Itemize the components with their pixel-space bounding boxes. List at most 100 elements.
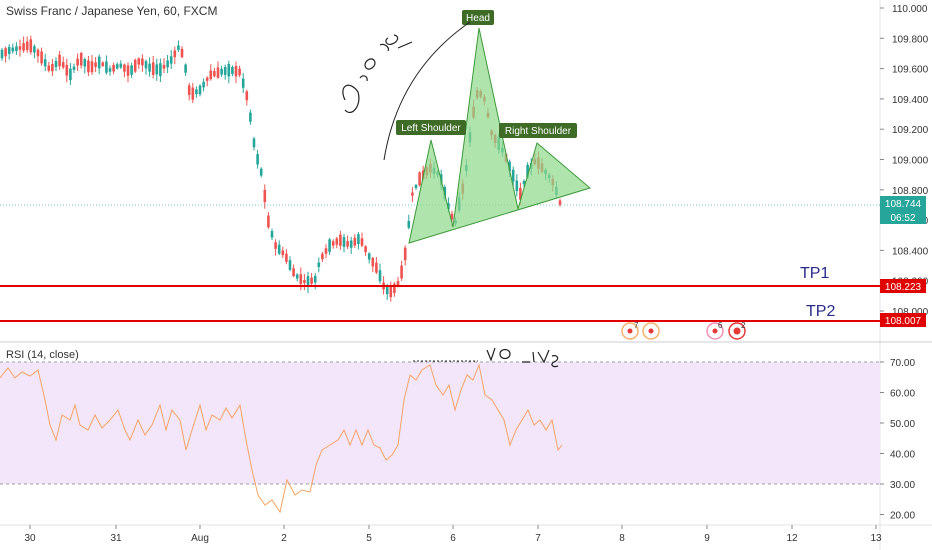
candle-body: [364, 246, 367, 253]
candle-body: [133, 59, 137, 72]
time-tick-label: Aug: [191, 533, 209, 544]
event-badge[interactable]: [642, 322, 660, 340]
time-tick-label: 5: [366, 533, 372, 544]
candle-body: [241, 78, 245, 88]
candle-body: [515, 180, 519, 192]
svg-text:108.007: 108.007: [885, 316, 922, 327]
candle-body: [209, 70, 213, 80]
svg-text:108.223: 108.223: [885, 282, 922, 293]
rsi-tick-label: 30.00: [890, 480, 915, 491]
candle-body: [29, 39, 33, 53]
candle-body: [223, 66, 227, 75]
candle-body: [18, 46, 22, 50]
rsi-axis[interactable]: 70.00 60.00 50.00 40.00 30.00 20.00: [880, 358, 915, 522]
price-tick-label: 108.000: [892, 307, 929, 318]
candle-body: [61, 62, 65, 68]
event-badge-6[interactable]: 6: [706, 321, 724, 340]
time-axis[interactable]: 30 31 Aug 2 5 6 7 8 9 12 13: [24, 525, 882, 544]
candle-body: [94, 62, 97, 67]
candle-body: [360, 238, 364, 246]
rsi-tick-label: 40.00: [890, 450, 915, 461]
rsi-tick-label: 70.00: [890, 358, 915, 369]
handwritten-scribble: [342, 34, 413, 113]
candle-body: [558, 200, 562, 205]
candle-body: [310, 277, 313, 284]
candle-body: [231, 66, 234, 75]
time-tick-label: 30: [24, 533, 36, 544]
svg-text:2: 2: [741, 321, 746, 330]
candle-body: [54, 60, 58, 68]
candle-body: [159, 63, 162, 77]
candle-body: [4, 48, 7, 57]
candle-body: [367, 253, 371, 260]
candle-body: [259, 168, 263, 176]
candle-body: [180, 48, 184, 58]
time-tick-label: 7: [535, 533, 541, 544]
candle-body: [202, 81, 205, 88]
candle-body: [115, 64, 119, 69]
candle-body: [396, 281, 400, 285]
tp2-price-tag: 108.007: [880, 313, 926, 327]
candle-body: [227, 64, 231, 77]
event-badge-2[interactable]: 2: [728, 321, 746, 340]
candle-body: [306, 276, 310, 287]
candle-body: [270, 231, 274, 238]
candle-body: [187, 85, 191, 95]
candle-body: [40, 51, 43, 64]
time-tick-label: 13: [870, 533, 882, 544]
candle-body: [155, 64, 159, 75]
svg-text:06:52: 06:52: [890, 213, 915, 224]
candle-body: [389, 286, 393, 298]
svg-text:Head: Head: [466, 13, 490, 24]
time-tick-label: 12: [786, 533, 798, 544]
candle-body: [47, 65, 51, 71]
candle-body: [25, 41, 29, 51]
candle-body: [375, 262, 378, 273]
candle-body: [511, 169, 515, 182]
candle-body: [411, 192, 414, 196]
candle-body: [144, 61, 148, 69]
candle-body: [105, 61, 108, 73]
candle-body: [447, 203, 450, 210]
candle-body: [277, 244, 281, 254]
candle-body: [331, 241, 335, 246]
chart-title: Swiss Franc / Japanese Yen, 60, FXCM: [6, 4, 217, 18]
candle-body: [285, 253, 288, 262]
candle-body: [508, 161, 511, 172]
price-axis[interactable]: 110.000 109.800 109.600 109.400 109.200 109.0…: [880, 4, 929, 318]
candle-body: [252, 138, 256, 148]
price-tick-label: 108.800: [892, 186, 929, 197]
rsi-tick-label: 50.00: [890, 419, 915, 430]
candle-body: [256, 154, 259, 165]
candle-body: [335, 238, 339, 245]
candle-body: [385, 287, 389, 295]
left-shoulder-label: Left Shoulder: [396, 120, 466, 135]
event-badge-7[interactable]: 7: [621, 321, 639, 340]
candle-body: [450, 213, 454, 220]
candle-body: [393, 283, 396, 294]
candle-body: [191, 87, 195, 100]
price-tick-label: 109.600: [892, 65, 929, 76]
head-label: Head: [462, 10, 494, 25]
time-tick-label: 8: [619, 533, 625, 544]
rsi-label: RSI (14, close): [6, 349, 79, 361]
candle-body: [339, 234, 342, 246]
candle-body: [0, 49, 4, 59]
candle-body: [36, 49, 40, 57]
candle-body: [198, 85, 202, 95]
time-tick-label: 31: [110, 533, 122, 544]
candle-body: [353, 237, 357, 246]
candle-body: [357, 234, 360, 245]
svg-text:Right Shoulder: Right Shoulder: [505, 126, 572, 137]
candle-body: [65, 64, 69, 76]
candle-body: [267, 215, 270, 228]
candle-body: [7, 46, 11, 54]
svg-text:108.744: 108.744: [885, 199, 922, 210]
candle-body: [324, 248, 328, 254]
candle-body: [288, 260, 292, 270]
candle-body: [72, 66, 76, 70]
candle-body: [371, 257, 375, 267]
candle-body: [141, 58, 144, 66]
tp1-label: TP1: [800, 265, 829, 282]
